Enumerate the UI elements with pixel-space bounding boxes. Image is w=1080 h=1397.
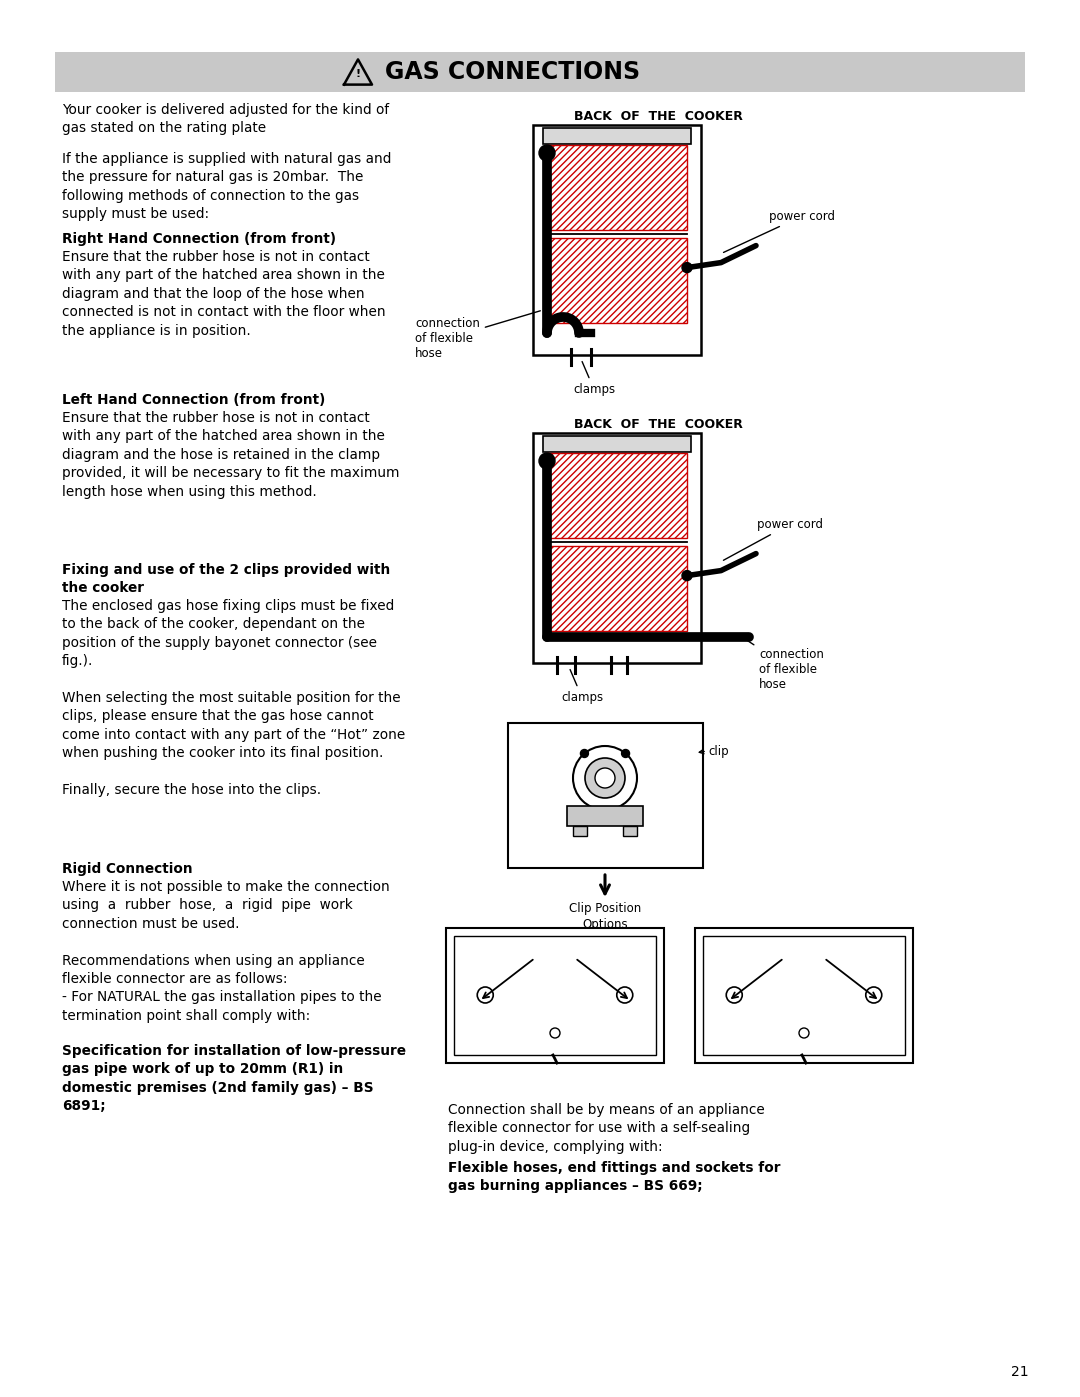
Circle shape — [585, 759, 625, 798]
Text: Where it is not possible to make the connection
using  a  rubber  hose,  a  rigi: Where it is not possible to make the con… — [62, 880, 390, 1023]
Circle shape — [681, 570, 692, 581]
Bar — [567, 806, 643, 826]
Circle shape — [477, 988, 494, 1003]
Text: Flexible hoses, end fittings and sockets for
gas burning appliances – BS 669;: Flexible hoses, end fittings and sockets… — [448, 1161, 781, 1193]
Text: the cooker: the cooker — [62, 581, 144, 595]
Text: BACK  OF  THE  COOKER: BACK OF THE COOKER — [573, 418, 742, 432]
Bar — [546, 145, 687, 231]
Text: 21: 21 — [1011, 1365, 1029, 1379]
Text: !: ! — [355, 68, 361, 80]
Bar — [454, 936, 656, 1055]
Text: Ensure that the rubber hose is not in contact
with any part of the hatched area : Ensure that the rubber hose is not in co… — [62, 411, 400, 499]
Text: The enclosed gas hose fixing clips must be fixed
to the back of the cooker, depe: The enclosed gas hose fixing clips must … — [62, 599, 405, 798]
Bar — [543, 436, 691, 453]
Text: clamps: clamps — [561, 669, 603, 704]
Circle shape — [580, 749, 589, 757]
Text: If the appliance is supplied with natural gas and
the pressure for natural gas i: If the appliance is supplied with natura… — [62, 152, 391, 221]
Text: Your cooker is delivered adjusted for the kind of
gas stated on the rating plate: Your cooker is delivered adjusted for th… — [62, 103, 389, 136]
Text: clamps: clamps — [573, 362, 616, 395]
Text: connection
of flexible
hose: connection of flexible hose — [741, 637, 824, 692]
Circle shape — [726, 988, 742, 1003]
Text: GAS CONNECTIONS: GAS CONNECTIONS — [384, 60, 640, 84]
Text: BACK  OF  THE  COOKER: BACK OF THE COOKER — [573, 110, 742, 123]
Text: connection
of flexible
hose: connection of flexible hose — [415, 310, 540, 360]
Circle shape — [550, 1028, 561, 1038]
Bar — [534, 124, 701, 355]
Bar — [508, 724, 703, 868]
Circle shape — [622, 749, 630, 757]
Bar — [546, 453, 687, 538]
Bar — [534, 433, 701, 664]
Bar — [546, 546, 687, 631]
Bar — [546, 237, 687, 323]
Bar — [543, 129, 691, 144]
Text: clip: clip — [708, 745, 729, 759]
Circle shape — [539, 453, 555, 469]
Text: power cord: power cord — [724, 518, 823, 560]
Text: Fixing and use of the 2 clips provided with: Fixing and use of the 2 clips provided w… — [62, 563, 390, 577]
Text: power cord: power cord — [724, 210, 835, 253]
Text: Ensure that the rubber hose is not in contact
with any part of the hatched area : Ensure that the rubber hose is not in co… — [62, 250, 386, 338]
Bar — [573, 826, 588, 835]
Circle shape — [866, 988, 881, 1003]
Circle shape — [595, 768, 615, 788]
Circle shape — [799, 1028, 809, 1038]
Bar — [696, 928, 913, 1063]
Text: Connection shall be by means of an appliance
flexible connector for use with a s: Connection shall be by means of an appli… — [448, 1104, 765, 1154]
Text: Right Hand Connection (from front): Right Hand Connection (from front) — [62, 232, 336, 246]
Bar — [623, 826, 637, 835]
Text: Rigid Connection: Rigid Connection — [62, 862, 192, 876]
Circle shape — [681, 263, 692, 272]
Bar — [703, 936, 905, 1055]
Text: Clip Position
Options: Clip Position Options — [569, 902, 642, 930]
Circle shape — [539, 145, 555, 161]
Bar — [55, 52, 1025, 92]
Circle shape — [573, 746, 637, 810]
Text: Specification for installation of low-pressure
gas pipe work of up to 20mm (R1) : Specification for installation of low-pr… — [62, 1044, 406, 1113]
Text: Left Hand Connection (from front): Left Hand Connection (from front) — [62, 393, 325, 407]
Bar — [446, 928, 664, 1063]
Circle shape — [617, 988, 633, 1003]
